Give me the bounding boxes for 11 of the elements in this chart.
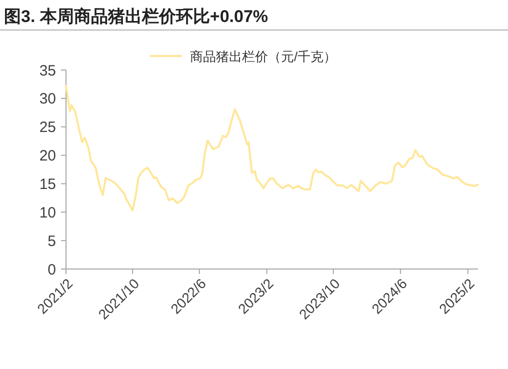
legend-label: 商品猪出栏价（元/千克） <box>190 49 337 64</box>
line-series <box>65 84 479 212</box>
y-tick-label: 10 <box>39 204 56 222</box>
y-tick-label: 25 <box>39 119 56 136</box>
y-tick-label: 5 <box>48 232 56 250</box>
y-tick-label: 35 <box>39 62 56 80</box>
y-tick-label: 20 <box>39 148 56 165</box>
y-tick-label: 15 <box>39 176 56 193</box>
chart-title: 图3. 本周商品猪出栏价环比+0.07% <box>4 7 268 26</box>
y-tick-label: 30 <box>39 90 56 108</box>
y-tick-label: 0 <box>48 261 56 278</box>
